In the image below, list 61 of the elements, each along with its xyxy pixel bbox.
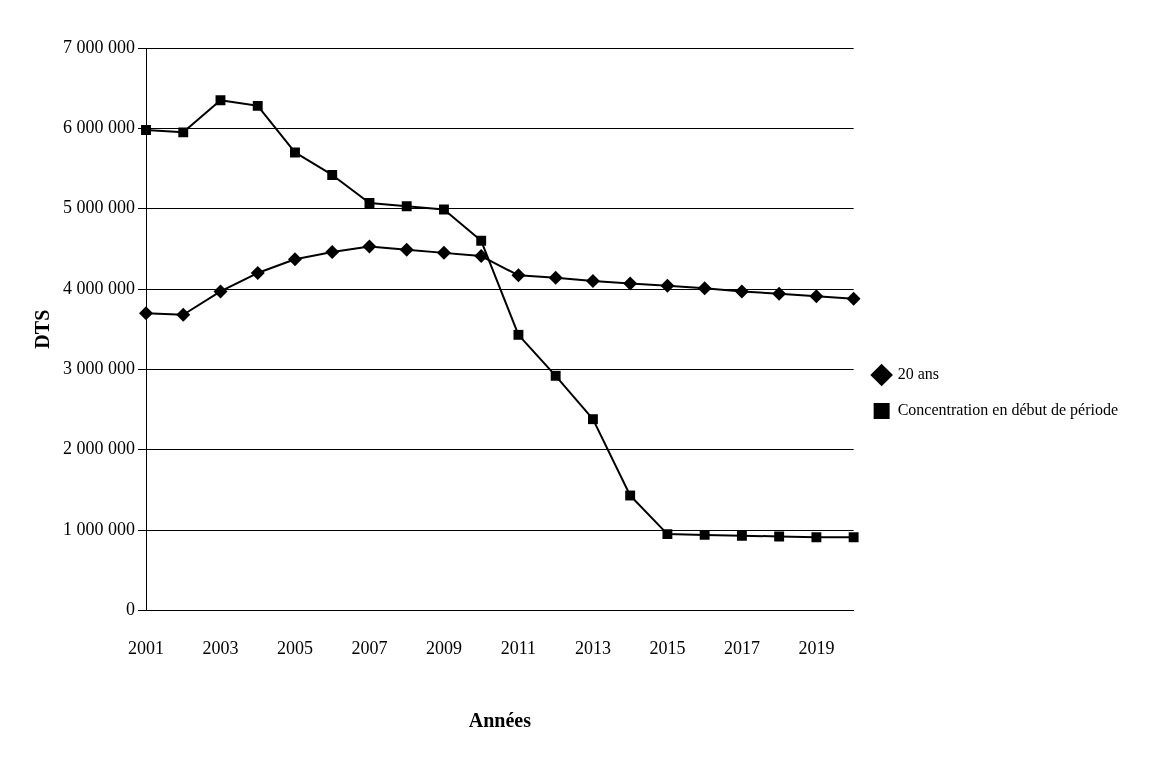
y-tick-label: 3 000 000: [63, 358, 135, 379]
point: [439, 204, 449, 215]
point: [848, 532, 859, 543]
point: [290, 147, 300, 158]
point: [178, 127, 189, 138]
point: [772, 286, 787, 301]
y-tick-label: 4 000 000: [63, 277, 135, 298]
point: [213, 284, 228, 299]
point: [215, 95, 226, 106]
x-tick-label: 2017: [723, 637, 760, 658]
point: [252, 100, 263, 111]
point: [327, 169, 338, 180]
point: [662, 529, 673, 540]
x-tick-label: 2001: [128, 637, 164, 658]
point: [250, 265, 265, 280]
legend-label: 20 ans: [897, 365, 939, 383]
x-tick-label: 2007: [351, 637, 388, 658]
x-tick-label: 2011: [500, 637, 537, 658]
x-tick-label: 2009: [425, 637, 462, 658]
y-tick-label: 5 000 000: [63, 197, 135, 218]
point: [811, 532, 822, 543]
point: [697, 281, 712, 296]
y-tick-label: 0: [126, 599, 135, 620]
point: [623, 276, 638, 291]
point: [474, 249, 489, 264]
point: [401, 201, 412, 212]
y-tick-label: 7 000 000: [63, 36, 135, 57]
legend-label: Concentration en début de période: [897, 401, 1119, 420]
x-tick-label: 2013: [574, 637, 611, 658]
point: [550, 370, 561, 381]
y-tick-label: 6 000 000: [63, 117, 135, 138]
point: [511, 268, 526, 283]
point: [585, 273, 600, 288]
point: [362, 239, 377, 254]
point: [436, 245, 451, 260]
y-tick-label: 2 000 000: [63, 438, 135, 459]
x-axis-title: Années: [468, 709, 532, 732]
point: [513, 329, 524, 340]
point: [774, 531, 785, 542]
x-tick-label: 2005: [276, 637, 313, 658]
point: [476, 235, 487, 246]
point: [399, 242, 414, 257]
point: [736, 530, 747, 541]
point: [809, 289, 824, 304]
y-axis-title: DTS: [31, 309, 54, 349]
point: [325, 245, 340, 260]
point: [141, 125, 151, 135]
point: [548, 270, 563, 285]
point: [660, 278, 675, 293]
point: [587, 414, 598, 425]
point: [287, 252, 302, 267]
point: [176, 307, 191, 322]
point: [364, 198, 375, 209]
point: [625, 490, 636, 501]
x-tick-label: 2019: [798, 637, 835, 658]
y-tick-label: 1 000 000: [63, 518, 135, 539]
x-tick-label: 2003: [202, 637, 239, 658]
point: [846, 291, 861, 306]
point: [734, 284, 749, 299]
point: [139, 306, 153, 321]
x-tick-label: 2015: [649, 637, 686, 658]
